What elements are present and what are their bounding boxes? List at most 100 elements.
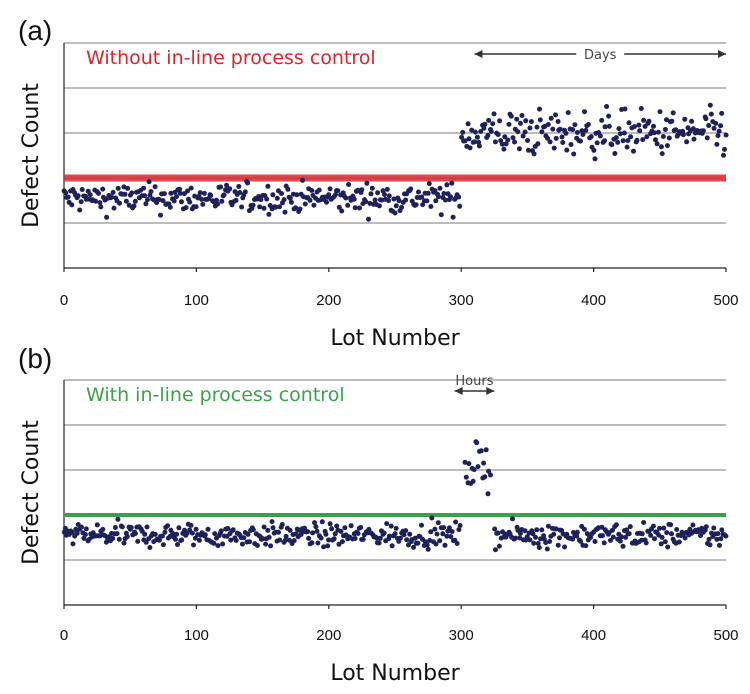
panel-a-data-point [708, 111, 714, 117]
panel-b-data-point [674, 527, 680, 532]
panel-a-data-point [659, 151, 665, 157]
panel-b-data-point [545, 523, 551, 529]
panel-b-data-point [485, 491, 491, 497]
panel-a-data-point [372, 197, 378, 203]
panel-b-data-point [205, 526, 211, 532]
panel-b-data-point [245, 531, 251, 537]
panel-a-data-point [242, 189, 248, 195]
panel-a-data-point [311, 202, 317, 208]
panel-b-data-point [176, 525, 182, 531]
panel-a-data-point [622, 106, 628, 112]
panel-b-data-point [412, 535, 418, 541]
panel-a-data-point [145, 197, 150, 203]
panel-b-data-point [641, 520, 647, 525]
panel-a-data-point [142, 193, 148, 199]
panel-b-data-point [192, 535, 198, 541]
panel-a-data-point [392, 210, 398, 216]
panel-b-data-point [128, 525, 134, 530]
panel-b-x-axis-label: Lot Number [330, 661, 460, 686]
panel-b-data-point [650, 523, 656, 529]
panel-b-data-point [424, 542, 430, 548]
panel-b-data-point [435, 520, 441, 526]
panel-a-data-point [131, 203, 137, 209]
panel-a-data-point [716, 128, 722, 134]
panel-a-data-point [168, 190, 174, 196]
panel-b-data-point [652, 536, 657, 542]
panel-a-data-point [393, 203, 399, 209]
panel-a-data-point [215, 201, 221, 207]
panel-a-data-point [449, 180, 455, 186]
panel-b-data-point [165, 523, 171, 529]
panel-a-data-point [604, 104, 610, 109]
panel-a-data-point [664, 143, 670, 149]
panel-a-data-point [123, 198, 129, 204]
panel-b-data-point [386, 533, 392, 539]
panel-a-data-point [125, 185, 131, 191]
panel-b-data-point [657, 525, 662, 531]
panel-b-data-point [407, 531, 413, 537]
panel-a-data-point [270, 192, 276, 198]
panel-a-data-point [522, 129, 528, 135]
panel-a-data-point [177, 186, 183, 192]
panel-a-data-point [491, 111, 497, 117]
panel-b-data-point [265, 527, 271, 533]
panel-a-data-point [482, 121, 488, 127]
panel-a-data-point [514, 116, 520, 122]
panel-a-legend-text: Without in-line process control [86, 47, 376, 69]
panel-b-data-point [419, 522, 424, 528]
panel-b-data-point [254, 543, 260, 548]
panel-a-data-point [580, 132, 586, 137]
panel-b-data-point [247, 539, 252, 545]
panel-a-data-point [141, 185, 146, 191]
panel-a-data-point [179, 199, 184, 205]
panel-b-data-point [268, 543, 274, 549]
panel-b-data-point [114, 531, 120, 537]
panel-a-data-point [111, 205, 117, 211]
panel-b-data-point [279, 522, 285, 527]
panel-b-data-point [314, 528, 320, 534]
panel-b-data-point [376, 540, 382, 546]
panel-a-data-point [478, 129, 484, 134]
panel-b-data-point [230, 527, 236, 533]
panel-a-data-point [386, 198, 392, 204]
panel-a-data-point [592, 156, 598, 162]
panel-a-data-point [126, 202, 132, 208]
panel-b-data-point [470, 478, 476, 484]
panel-a-data-point [503, 141, 509, 147]
panel-b-data-point [342, 525, 348, 531]
panel-a-data-point [327, 186, 333, 192]
panel-b-data-point [319, 519, 325, 525]
panel-a-xtick-label-100: 100 [184, 292, 209, 309]
panel-a-data-point [245, 180, 251, 186]
panel-a-data-point [63, 190, 69, 196]
panel-a-data-point [288, 199, 294, 205]
panel-a-data-point [156, 197, 162, 202]
panel-b-data-point [522, 528, 528, 534]
panel-b-data-point [714, 536, 720, 542]
panel-a-data-point [294, 192, 300, 198]
panel-b-xtick-label-500: 500 [713, 627, 738, 644]
panel-a-xtick-label-200: 200 [316, 292, 341, 309]
panel-b-data-point [332, 531, 338, 537]
panel-b-data-point [658, 541, 664, 547]
panel-a-data-point [316, 187, 322, 193]
panel-b-data-point [620, 543, 626, 549]
panel-b-data-point [531, 540, 537, 546]
panel-a-data-point [559, 134, 565, 140]
panel-b-data-point [339, 539, 345, 545]
panel-a-data-point [553, 135, 559, 141]
panel-b-y-axis-label: Defect Count [19, 420, 44, 565]
panel-a-data-point [515, 129, 521, 135]
panel-b-data-point [453, 519, 459, 525]
panel-b-xtick-label-400: 400 [581, 627, 606, 644]
panel-a-data-point [132, 198, 138, 204]
panel-a-data-point [492, 139, 498, 145]
panel-a-data-point [565, 110, 571, 116]
panel-b-data-point [315, 540, 321, 546]
panel-b-data-point [719, 527, 725, 533]
panel-a-data-point [597, 133, 603, 139]
panel-a-data-point [548, 115, 554, 121]
panel-a-data-point [438, 212, 444, 218]
panel-b-data-point [486, 468, 492, 474]
panel-a-data-point [382, 192, 387, 197]
